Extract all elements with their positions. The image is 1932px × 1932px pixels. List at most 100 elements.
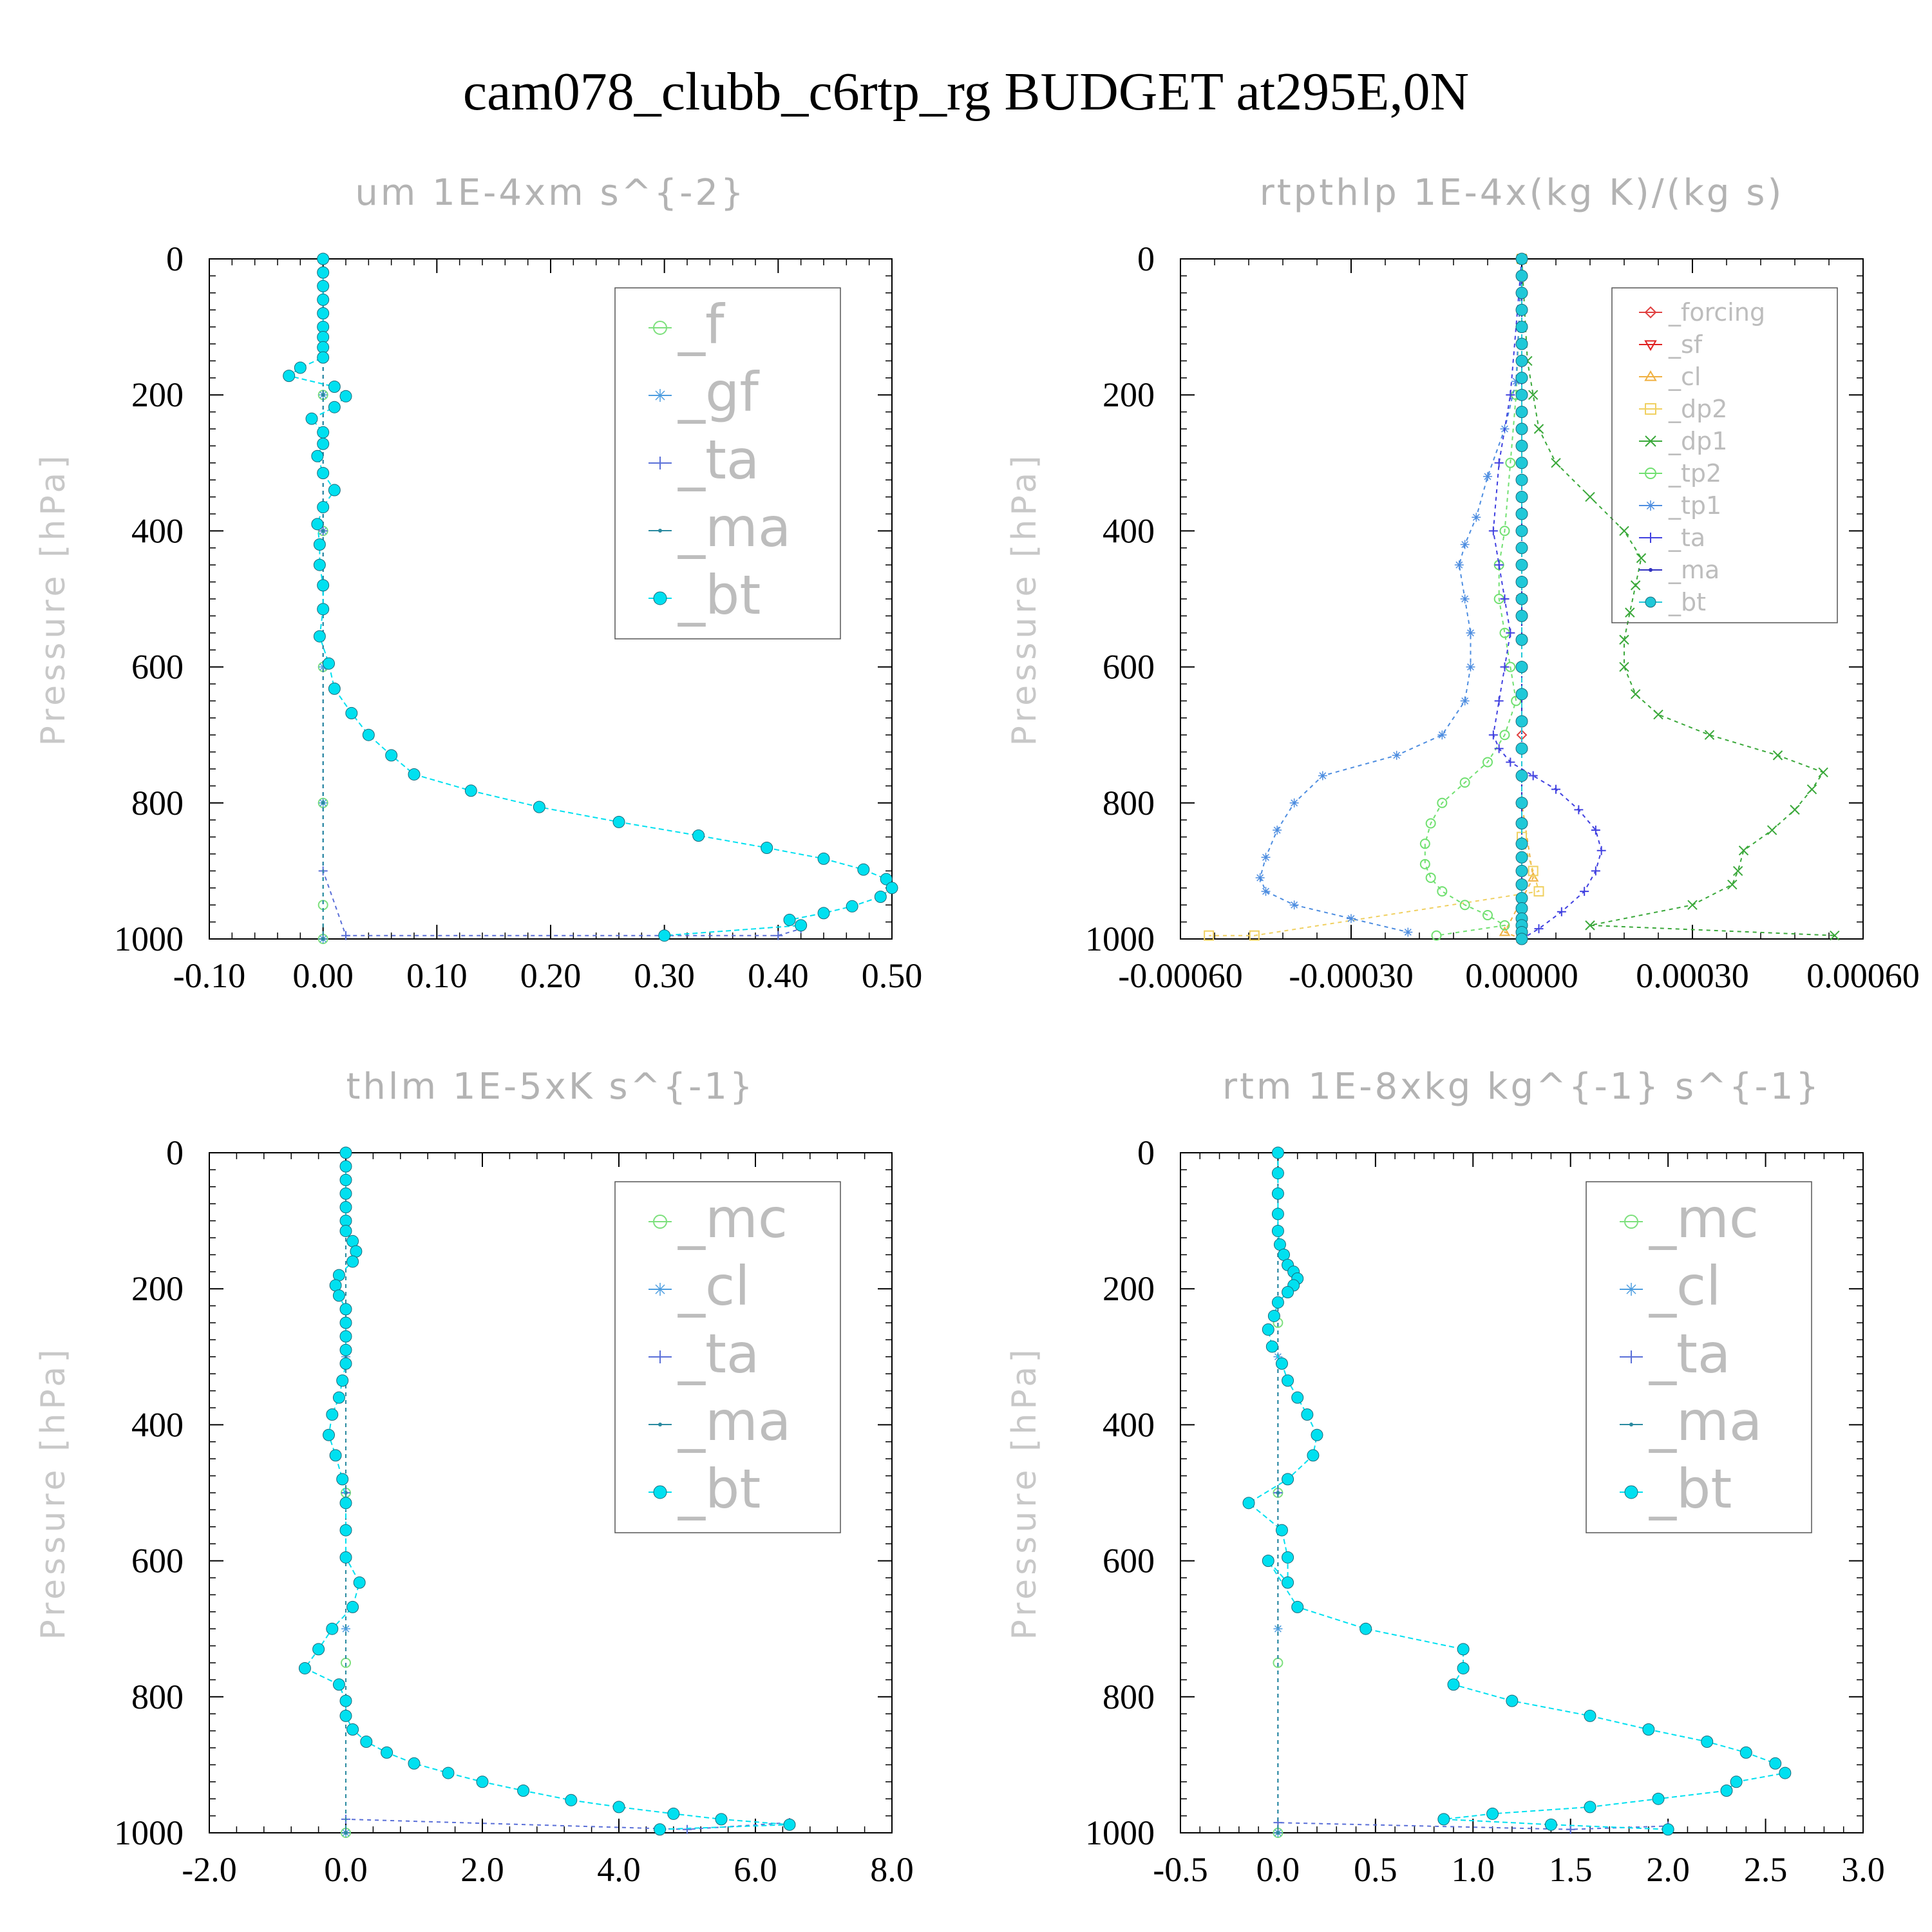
y-tick-label: 0 <box>1137 1133 1155 1172</box>
x-tick-label: 2.0 <box>1646 1850 1690 1889</box>
data-point <box>1271 1187 1284 1200</box>
data-point <box>317 266 330 279</box>
data-point <box>846 900 858 913</box>
data-point <box>1262 1323 1274 1336</box>
data-point <box>1506 757 1515 767</box>
data-point <box>323 657 335 670</box>
data-point <box>339 1316 352 1329</box>
legend-marker <box>1644 370 1657 381</box>
data-point <box>692 829 705 842</box>
y-tick-label: 200 <box>1103 1269 1155 1308</box>
data-point <box>321 937 325 941</box>
data-point <box>339 1224 352 1237</box>
y-tick-label: 800 <box>131 784 184 822</box>
data-point <box>1769 1757 1782 1770</box>
data-point <box>345 706 358 719</box>
data-point <box>761 841 773 854</box>
data-point <box>1457 1643 1470 1656</box>
data-point <box>783 1818 796 1831</box>
data-point <box>339 1187 352 1200</box>
data-point <box>321 393 325 397</box>
data-point <box>1278 1248 1291 1261</box>
data-point <box>1459 777 1470 788</box>
legend-marker <box>1645 403 1656 415</box>
data-point <box>1460 696 1470 706</box>
data-point <box>339 1303 352 1316</box>
data-point <box>317 330 330 343</box>
x-tick-label: 0.40 <box>748 956 809 995</box>
legend-label: _ma <box>677 496 791 559</box>
legend-label: _forcing <box>1668 298 1765 327</box>
data-point <box>1625 607 1635 618</box>
data-point <box>886 882 898 895</box>
data-point <box>1457 1662 1470 1674</box>
x-tick-label: 0.20 <box>520 956 582 995</box>
data-point <box>1483 471 1492 481</box>
data-point <box>1466 662 1475 672</box>
legend-marker <box>1645 468 1656 479</box>
legend-label: _gf <box>677 361 760 424</box>
data-point <box>326 1408 339 1421</box>
data-point <box>1551 458 1561 468</box>
data-point <box>317 321 330 334</box>
data-point <box>318 662 328 672</box>
y-tick-label: 0 <box>166 240 184 278</box>
data-point <box>1262 1555 1274 1567</box>
legend-marker <box>1649 568 1653 572</box>
chart-panel-3: thlm 1E-5xK s^{-1} Pressure [hPa] -2.0 0.0 2… <box>34 1066 914 1889</box>
data-point <box>313 558 326 571</box>
x-tick-label: 0.5 <box>1354 1850 1397 1889</box>
data-point <box>1515 321 1528 334</box>
series-ta <box>1273 1148 1673 1834</box>
x-tick-label: 0.0 <box>1256 1850 1300 1889</box>
data-point <box>880 873 893 886</box>
data-point <box>1515 252 1528 265</box>
data-point <box>321 529 325 533</box>
x-tick-label: 3.0 <box>1841 1850 1885 1889</box>
data-point <box>283 370 296 383</box>
x-tick-label: -2.0 <box>182 1850 236 1889</box>
legend-label: _mc <box>677 1187 788 1250</box>
data-point <box>1515 576 1528 589</box>
data-point <box>317 279 330 292</box>
data-point <box>1271 1208 1284 1220</box>
data-point <box>1591 866 1600 876</box>
data-point <box>1652 1792 1665 1805</box>
data-point <box>1515 337 1528 350</box>
data-point <box>1515 372 1528 384</box>
series-tp1 <box>1255 254 1526 937</box>
legend-label: _f <box>677 293 726 356</box>
data-point <box>353 1576 366 1589</box>
legend-marker <box>1644 340 1657 351</box>
data-point <box>1528 771 1538 781</box>
data-point <box>1779 1766 1792 1779</box>
data-point <box>1261 853 1271 862</box>
data-point <box>328 484 341 497</box>
data-point <box>874 891 887 904</box>
data-point <box>317 307 330 319</box>
x-tick-label: -0.5 <box>1153 1850 1208 1889</box>
legend-marker <box>658 1423 662 1426</box>
data-point <box>339 390 352 402</box>
x-tick-label: 2.5 <box>1744 1850 1788 1889</box>
data-point <box>1515 439 1528 452</box>
data-point <box>1273 1624 1283 1634</box>
y-tick-label: 1000 <box>1085 920 1155 958</box>
data-point <box>1301 1408 1314 1421</box>
x-tick-label: 1.5 <box>1549 1850 1593 1889</box>
y-tick-label: 200 <box>1103 375 1155 414</box>
x-tick-label: 0.00030 <box>1636 956 1749 995</box>
data-point <box>317 252 330 265</box>
data-point <box>332 1269 345 1282</box>
legend-box <box>1611 287 1838 623</box>
data-point <box>1704 730 1715 740</box>
data-point <box>332 1678 345 1691</box>
data-point <box>1437 797 1448 808</box>
data-point <box>1515 422 1528 435</box>
legend-marker <box>654 389 667 402</box>
data-point <box>1515 715 1528 728</box>
data-point <box>339 1173 352 1186</box>
data-point <box>1271 1167 1284 1180</box>
data-point <box>1515 269 1528 282</box>
legend-label: _tp2 <box>1668 459 1721 488</box>
